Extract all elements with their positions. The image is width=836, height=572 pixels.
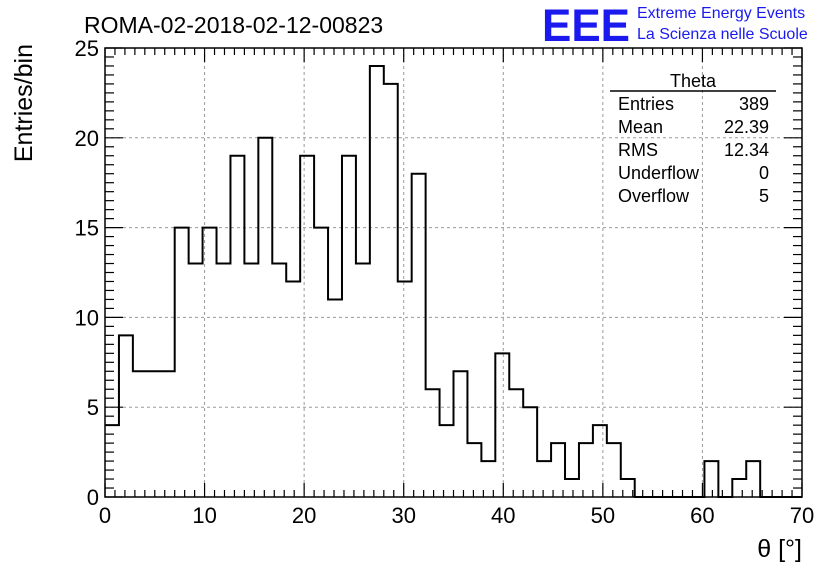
y-tick-label: 15 xyxy=(75,216,99,241)
logo-mark: EEE xyxy=(542,0,630,51)
stats-value: 389 xyxy=(739,94,769,114)
x-tick-label: 40 xyxy=(491,503,515,528)
logo-line-1: Extreme Energy Events xyxy=(637,5,805,22)
x-tick-label: 60 xyxy=(690,503,714,528)
x-tick-label: 70 xyxy=(790,503,814,528)
grid-lines xyxy=(105,48,802,497)
eee-logo: EEE Extreme Energy Events La Scienza nel… xyxy=(542,0,808,51)
stats-label: Entries xyxy=(618,94,674,114)
x-tick-label: 50 xyxy=(591,503,615,528)
logo-line-2: La Scienza nelle Scuole xyxy=(637,26,808,43)
x-tick-label: 0 xyxy=(99,503,111,528)
stats-label: Underflow xyxy=(618,163,700,183)
stats-label: Overflow xyxy=(618,186,690,206)
y-axis-label: Entries/bin xyxy=(10,44,38,162)
x-tick-label: 10 xyxy=(192,503,216,528)
y-tick-label: 0 xyxy=(87,485,99,510)
stats-box: Theta Entries 389 Mean 22.39 RMS 12.34 Underfl… xyxy=(610,71,776,206)
x-axis-label: θ [°] xyxy=(757,535,802,563)
y-tick-label: 10 xyxy=(75,305,99,330)
stats-label: RMS xyxy=(618,140,658,160)
x-tick-label: 20 xyxy=(292,503,316,528)
stats-value: 0 xyxy=(759,163,769,183)
chart-title: ROMA-02-2018-02-12-00823 xyxy=(84,12,383,38)
stats-value: 12.34 xyxy=(724,140,769,160)
y-tick-label: 20 xyxy=(75,126,99,151)
x-tick-label: 30 xyxy=(391,503,415,528)
y-tick-label: 5 xyxy=(87,395,99,420)
stats-value: 5 xyxy=(759,186,769,206)
stats-box-title: Theta xyxy=(670,71,717,91)
stats-label: Mean xyxy=(618,117,663,137)
stats-value: 22.39 xyxy=(724,117,769,137)
y-tick-label: 25 xyxy=(75,36,99,61)
